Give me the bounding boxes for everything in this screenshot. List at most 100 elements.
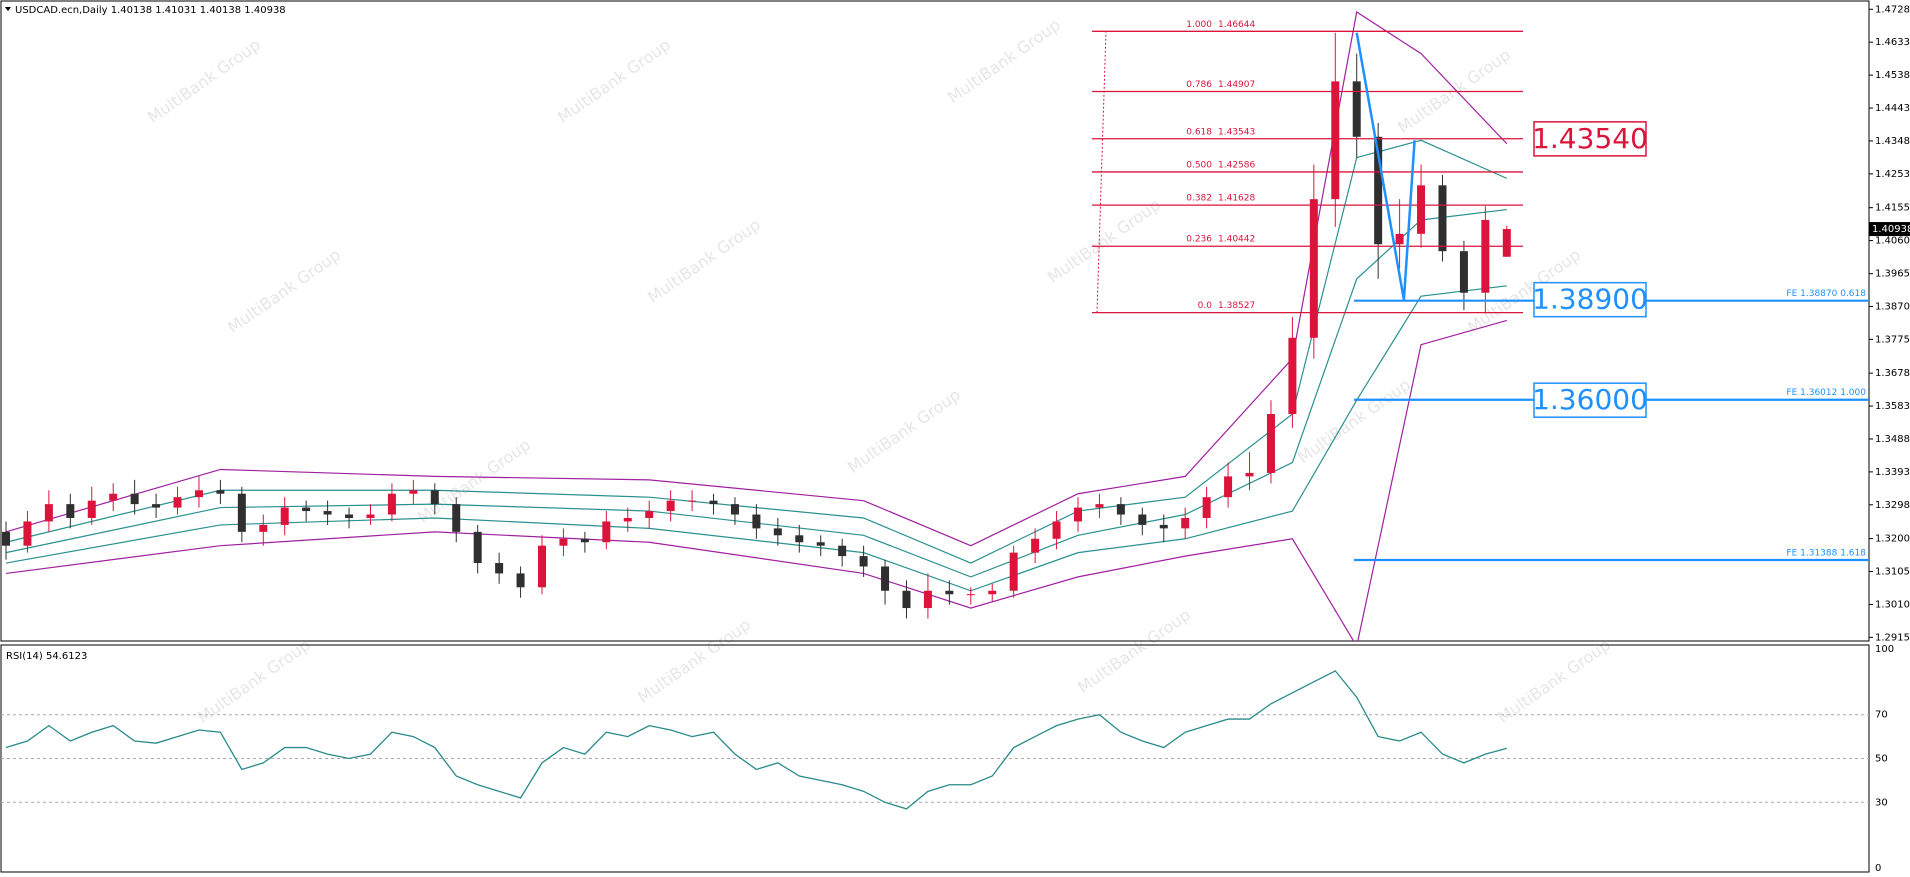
candle-body <box>130 493 139 505</box>
candle-body <box>323 511 332 515</box>
y-tick-label: 1.46330 <box>1875 37 1910 48</box>
axes: 1.47280 1.46330 1.45380 1.44430 1.43480 1.425… <box>1869 4 1910 874</box>
candle-body <box>1309 199 1318 338</box>
bollinger-band <box>5 208 1507 578</box>
fib-value: 1.38527 <box>1218 301 1255 311</box>
candle-body <box>923 590 932 609</box>
y-tick-label: 1.32980 <box>1875 500 1910 511</box>
candle-body <box>795 535 804 543</box>
y-tick-label: 1.43480 <box>1875 136 1910 147</box>
candle-body <box>859 556 868 567</box>
y-tick-label: 1.30105 <box>1875 599 1910 610</box>
y-tick-label: 1.47280 <box>1875 4 1910 15</box>
fib-ratio: 0.786 <box>1186 80 1212 90</box>
candle-body <box>387 493 396 515</box>
candle-body <box>666 500 675 512</box>
candle-body <box>452 504 461 532</box>
candle-body <box>237 493 246 532</box>
fib-ratio: 0.618 <box>1186 127 1212 137</box>
watermark: MultiBank Group <box>1074 605 1194 697</box>
price-plot: 1.000 1.46644 0.786 1.44907 0.618 1.43543 0.50… <box>2 11 1869 641</box>
candle-body <box>66 504 75 518</box>
candle-body <box>1074 507 1082 522</box>
candle-body <box>838 545 847 557</box>
target-label: 1.38900 <box>1532 283 1648 316</box>
fib-value: 1.44907 <box>1218 80 1255 90</box>
y-tick-label: 1.29155 <box>1875 632 1910 643</box>
candle-body <box>1116 504 1125 515</box>
y-tick-label: 50 <box>1875 754 1888 765</box>
fib-ratio: 1.000 <box>1186 20 1212 30</box>
watermarks: MultiBank Group MultiBank Group MultiBank … <box>144 15 1614 727</box>
candle-body <box>881 566 890 591</box>
candle-body <box>23 521 32 546</box>
candle-body <box>688 500 697 502</box>
watermark: MultiBank Group <box>1494 635 1614 727</box>
watermark: MultiBank Group <box>644 215 764 307</box>
candle-body <box>495 563 504 574</box>
candle-body <box>1031 538 1040 553</box>
candle-body <box>902 590 911 609</box>
projection-label: FE 1.38870 0.618 <box>1786 289 1866 299</box>
rsi-plot <box>1 670 1869 810</box>
candle-body <box>1417 185 1426 234</box>
target-label: 1.43540 <box>1532 122 1648 155</box>
fib-value: 1.42586 <box>1218 160 1255 170</box>
fib-ratio: 0.500 <box>1186 160 1212 170</box>
rsi-line <box>5 670 1507 810</box>
candle-body <box>730 504 739 515</box>
y-tick-label: 1.41555 <box>1875 203 1910 214</box>
y-tick-label: 100 <box>1875 644 1894 655</box>
candle-body <box>1009 552 1018 591</box>
candle-body <box>1202 497 1211 518</box>
candle-body <box>1095 504 1104 508</box>
y-tick-label: 1.32005 <box>1875 534 1910 545</box>
bollinger-band <box>5 139 1508 564</box>
candle-body <box>430 490 439 505</box>
candle-body <box>1266 414 1275 473</box>
candle-body <box>773 528 782 536</box>
candle-body <box>109 493 118 501</box>
candle-body <box>1352 81 1361 137</box>
y-tick-label: 1.36780 <box>1875 368 1910 379</box>
projection-label: FE 1.31388 1.618 <box>1786 548 1866 558</box>
watermark: MultiBank Group <box>554 35 674 127</box>
watermark: MultiBank Group <box>944 15 1064 107</box>
candle-body <box>44 504 53 522</box>
candle-body <box>966 594 975 596</box>
target-box <box>1533 121 1647 157</box>
watermark: MultiBank Group <box>1044 195 1164 287</box>
candle-body <box>816 542 825 546</box>
candle-body <box>87 500 96 518</box>
menu-arrow[interactable] <box>5 7 11 11</box>
y-tick-label: 70 <box>1875 710 1888 721</box>
candle-body <box>752 514 761 529</box>
candle-body <box>1459 251 1468 293</box>
candle-body <box>366 514 375 518</box>
candle-body <box>1502 229 1511 257</box>
fib-value: 1.46644 <box>1218 20 1255 30</box>
y-tick-label: 1.39650 <box>1875 269 1910 280</box>
watermark: MultiBank Group <box>1294 375 1414 467</box>
fib-ratio: 0.382 <box>1186 194 1212 204</box>
watermark: MultiBank Group <box>634 615 754 707</box>
candle-body <box>280 507 289 525</box>
candle-body <box>1159 524 1168 529</box>
candle-body <box>602 521 611 543</box>
candle-body <box>645 511 654 518</box>
candle-body <box>1438 185 1447 252</box>
candle-body <box>1374 136 1383 245</box>
y-tick-label: 1.31055 <box>1875 567 1910 578</box>
candle-body <box>623 517 632 522</box>
fib-value: 1.40442 <box>1218 235 1255 245</box>
candle-body <box>709 500 718 505</box>
candle-body <box>988 590 997 595</box>
watermark: MultiBank Group <box>414 435 534 527</box>
candle-body <box>1138 514 1147 525</box>
rsi-title: RSI(14) 54.6123 <box>6 651 87 662</box>
bollinger-band <box>5 319 1507 641</box>
y-tick-label: 1.38705 <box>1875 301 1910 312</box>
fib-value: 1.41628 <box>1218 194 1255 204</box>
fib-ratio: 0.236 <box>1186 235 1212 245</box>
